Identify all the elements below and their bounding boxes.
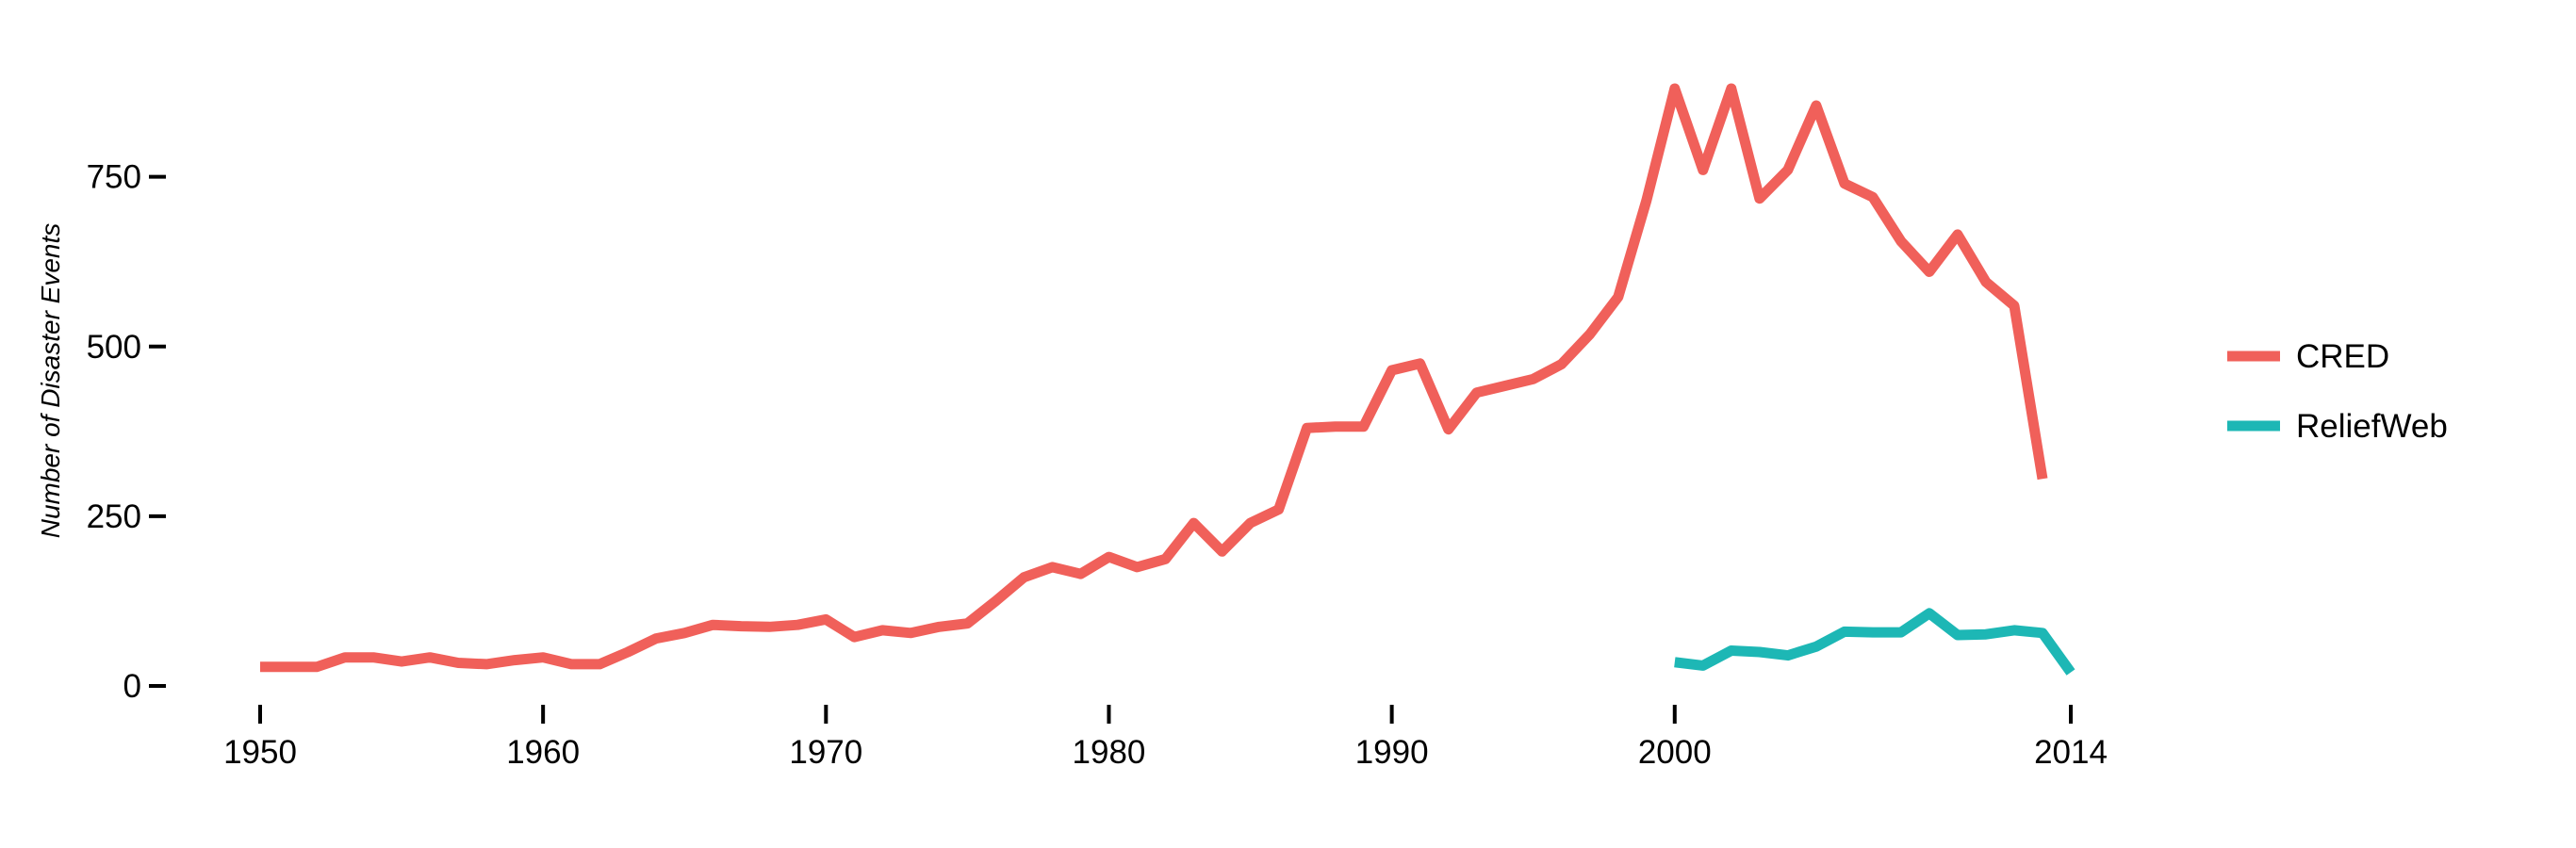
series-line-cred — [260, 83, 2048, 673]
x-tick-label: 1970 — [789, 734, 862, 771]
x-tick-label: 1990 — [1355, 734, 1429, 771]
series-lines — [260, 83, 2076, 676]
x-axis: 1950 1960 1970 1980 1990 2000 2014 — [223, 705, 2108, 771]
x-tick-label: 2014 — [2034, 734, 2108, 771]
legend-label-reliefweb: ReliefWeb — [2296, 408, 2448, 445]
x-tick-label: 2000 — [1638, 734, 1712, 771]
y-tick-label: 0 — [123, 668, 141, 705]
series-line-reliefweb — [1674, 608, 2076, 676]
x-tick-label: 1950 — [223, 734, 297, 771]
y-axis-title: Number of Disaster Events — [36, 223, 65, 539]
y-axis: 0 250 500 750 — [87, 159, 166, 705]
legend: CRED ReliefWeb — [2227, 338, 2448, 445]
y-tick-label: 500 — [87, 329, 141, 366]
y-tick-label: 750 — [87, 159, 141, 196]
y-tick-label: 250 — [87, 498, 141, 535]
legend-label-cred: CRED — [2296, 338, 2389, 375]
x-tick-label: 1980 — [1073, 734, 1146, 771]
x-tick-label: 1960 — [506, 734, 580, 771]
